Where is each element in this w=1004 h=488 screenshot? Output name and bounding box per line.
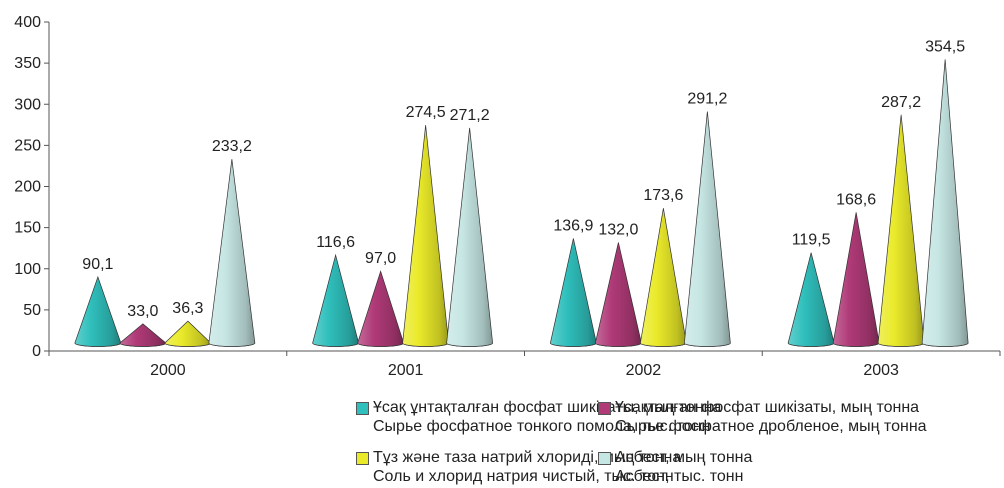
data-label: 90,1 bbox=[82, 256, 113, 273]
legend-label-4: Асбест, мың тонна bbox=[615, 449, 753, 466]
cone-1-2002 bbox=[550, 238, 597, 347]
data-label: 116,6 bbox=[316, 234, 355, 251]
legend-swatch-4 bbox=[598, 452, 611, 465]
x-tick-label: 2002 bbox=[626, 362, 662, 379]
cone-4-2002 bbox=[684, 111, 731, 347]
cone-4-2003 bbox=[921, 59, 969, 347]
data-label: 136,9 bbox=[553, 217, 593, 234]
cone-4-2001 bbox=[446, 127, 493, 347]
legend-label-2: Ұсақталған фосфат шикізаты, мың тонна bbox=[615, 399, 920, 416]
data-label: 287,2 bbox=[881, 94, 921, 111]
y-tick-label: 100 bbox=[14, 261, 41, 278]
legend-swatch-1 bbox=[356, 402, 369, 415]
data-label: 33,0 bbox=[127, 303, 158, 320]
data-label: 36,3 bbox=[172, 300, 203, 317]
y-tick-label: 250 bbox=[14, 137, 41, 154]
legend-sublabel-2: Сырье фосфатное дробленое, мың тонна bbox=[615, 418, 927, 435]
legend-swatch-2 bbox=[598, 402, 611, 415]
y-tick-label: 0 bbox=[32, 343, 41, 360]
data-label: 173,6 bbox=[643, 187, 683, 204]
y-tick-label: 350 bbox=[14, 55, 41, 72]
y-tick-label: 50 bbox=[23, 302, 41, 319]
data-label: 233,2 bbox=[212, 138, 252, 155]
data-label: 119,5 bbox=[792, 232, 831, 249]
cone-2-2000 bbox=[119, 323, 167, 347]
cone-4-2000 bbox=[208, 159, 256, 347]
data-label: 168,6 bbox=[836, 191, 876, 208]
legend-sublabel-3: Соль и хлорид натрия чистый, тыс. тонн bbox=[373, 468, 674, 485]
x-tick-label: 2003 bbox=[863, 362, 899, 379]
y-tick-label: 200 bbox=[14, 179, 41, 196]
legend-item-2: Ұсақталған фосфат шикізаты, мың тонна Сы… bbox=[598, 398, 927, 436]
legend-sublabel-1: Сырье фосфатное тонкого помола, тыс. тон… bbox=[373, 418, 711, 435]
y-tick-label: 150 bbox=[14, 220, 41, 237]
legend-swatch-3 bbox=[356, 452, 369, 465]
legend-item-1: Ұсақ ұнтақталған фосфат шикізаты, мың то… bbox=[356, 398, 721, 436]
cone-2-2001 bbox=[357, 270, 404, 347]
legend-label-1: Ұсақ ұнтақталған фосфат шикізаты, мың то… bbox=[373, 399, 722, 416]
cone-3-2003 bbox=[877, 114, 925, 347]
data-label: 271,2 bbox=[450, 107, 490, 124]
data-label: 274,5 bbox=[406, 104, 446, 121]
legend-item-4: Асбест, мың тонна Асбест, тыс. тонн bbox=[598, 448, 752, 486]
cone-1-2001 bbox=[312, 253, 359, 347]
data-label: 291,2 bbox=[687, 90, 727, 107]
x-tick-label: 2001 bbox=[388, 362, 424, 379]
cone-1-2003 bbox=[787, 252, 835, 347]
cone-1-2000 bbox=[74, 275, 122, 347]
data-label: 132,0 bbox=[598, 221, 638, 238]
cone-3-2001 bbox=[402, 125, 449, 347]
data-label: 97,0 bbox=[365, 250, 396, 267]
chart-canvas: 0 50 100 150 200 250 300 350 400 2000 2001 2002 2003… bbox=[14, 14, 1001, 379]
cone-2-2002 bbox=[595, 242, 642, 347]
data-label: 354,5 bbox=[925, 38, 965, 55]
cone-3-2000 bbox=[164, 320, 212, 347]
cone-3-2002 bbox=[640, 208, 687, 347]
y-tick-label: 300 bbox=[14, 96, 41, 113]
cone-2-2003 bbox=[832, 212, 880, 347]
y-tick-label: 400 bbox=[14, 14, 41, 31]
x-tick-label: 2000 bbox=[150, 362, 186, 379]
legend-sublabel-4: Асбест, тыс. тонн bbox=[615, 468, 744, 485]
